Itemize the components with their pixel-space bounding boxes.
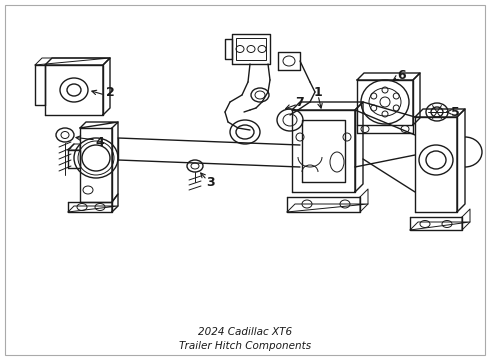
- Text: 7: 7: [295, 95, 304, 108]
- Text: 3: 3: [206, 176, 214, 189]
- Text: 6: 6: [398, 68, 406, 81]
- Text: 4: 4: [96, 135, 104, 149]
- Text: 5: 5: [451, 105, 459, 118]
- Bar: [236, 38, 266, 60]
- Text: 2024 Cadillac XT6: 2024 Cadillac XT6: [198, 327, 292, 337]
- Text: Trailer Hitch Components: Trailer Hitch Components: [179, 341, 311, 351]
- Text: 2: 2: [106, 86, 114, 99]
- Text: 1: 1: [314, 86, 322, 99]
